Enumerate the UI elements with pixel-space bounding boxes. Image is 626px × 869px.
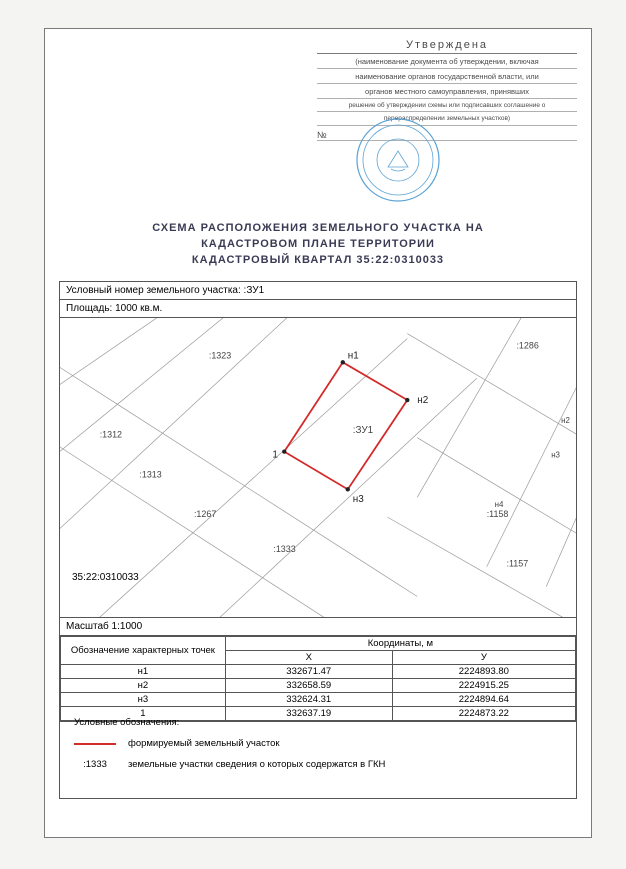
- legend-parcel-line-icon: [74, 743, 116, 745]
- svg-text::1312: :1312: [100, 430, 122, 440]
- legend-row: формируемый земельный участок: [74, 738, 562, 749]
- legend-row: :1333 земельные участки сведения о котор…: [74, 759, 562, 770]
- svg-text:н3: н3: [551, 451, 560, 460]
- approval-line: наименование органов государственной вла…: [317, 71, 577, 84]
- svg-text:н3: н3: [353, 494, 364, 505]
- approval-line: решение об утверждении схемы или подписа…: [317, 101, 577, 112]
- legend-text: земельные участки сведения о которых сод…: [128, 759, 385, 770]
- svg-text:н1: н1: [348, 350, 359, 361]
- svg-text:н4: н4: [495, 500, 504, 509]
- stamp-icon: [355, 117, 441, 203]
- svg-text::1313: :1313: [139, 469, 161, 479]
- cell: н2: [61, 679, 226, 693]
- svg-text::1158: :1158: [487, 509, 509, 519]
- svg-text::1286: :1286: [516, 340, 538, 350]
- table-row: н3 332624.31 2224894.64: [61, 693, 576, 707]
- parcel-area-row: Площадь: 1000 кв.м.: [60, 300, 576, 318]
- cell: 2224894.64: [392, 693, 575, 707]
- cell: 332624.31: [225, 693, 392, 707]
- legend-text: формируемый земельный участок: [128, 738, 280, 749]
- legend-title: Условные обозначения:: [74, 717, 562, 728]
- title-line: СХЕМА РАСПОЛОЖЕНИЯ ЗЕМЕЛЬНОГО УЧАСТКА НА: [45, 221, 591, 237]
- info-box: Условный номер земельного участка: :ЗУ1 …: [59, 281, 577, 722]
- cell: 2224915.25: [392, 679, 575, 693]
- cell: 332658.59: [225, 679, 392, 693]
- cell: н1: [61, 665, 226, 679]
- cadastral-map: :1323 :1286 :1312 :1313 :1267 :1333 :115…: [60, 318, 576, 618]
- table-row: н2 332658.59 2224915.25: [61, 679, 576, 693]
- svg-text::1333: :1333: [273, 544, 295, 554]
- cell: 2224893.80: [392, 665, 575, 679]
- title-line: КАДАСТРОВЫЙ КВАРТАЛ 35:22:0310033: [45, 253, 591, 269]
- scale-label: Масштаб 1:1000: [60, 618, 576, 636]
- table-header-x: X: [225, 651, 392, 665]
- cadastral-block-label: 35:22:0310033: [72, 572, 139, 583]
- svg-text:1: 1: [272, 450, 278, 461]
- svg-text:н2: н2: [561, 416, 570, 425]
- table-header-coords: Координаты, м: [225, 637, 575, 651]
- svg-text::1267: :1267: [194, 509, 216, 519]
- legend-block: Условные обозначения: формируемый земель…: [59, 707, 577, 799]
- document-title: СХЕМА РАСПОЛОЖЕНИЯ ЗЕМЕЛЬНОГО УЧАСТКА НА…: [45, 221, 591, 269]
- legend-number-icon: :1333: [74, 759, 116, 770]
- approval-line: (наименование документа об утверждении, …: [317, 56, 577, 69]
- svg-text::1323: :1323: [209, 350, 231, 360]
- svg-text::1157: :1157: [507, 559, 529, 569]
- parcel-number-row: Условный номер земельного участка: :ЗУ1: [60, 282, 576, 300]
- svg-text::ЗУ1: :ЗУ1: [353, 425, 374, 436]
- approval-title: Утверждена: [317, 39, 577, 54]
- cell: 332671.47: [225, 665, 392, 679]
- cell: н3: [61, 693, 226, 707]
- document-frame: Утверждена (наименование документа об ут…: [44, 28, 592, 838]
- svg-text:н2: н2: [417, 395, 428, 406]
- table-header-y: У: [392, 651, 575, 665]
- table-header-points: Обозначение характерных точек: [61, 637, 226, 665]
- table-row: н1 332671.47 2224893.80: [61, 665, 576, 679]
- title-line: КАДАСТРОВОМ ПЛАНЕ ТЕРРИТОРИИ: [45, 237, 591, 253]
- approval-line: органов местного самоуправления, принявш…: [317, 86, 577, 99]
